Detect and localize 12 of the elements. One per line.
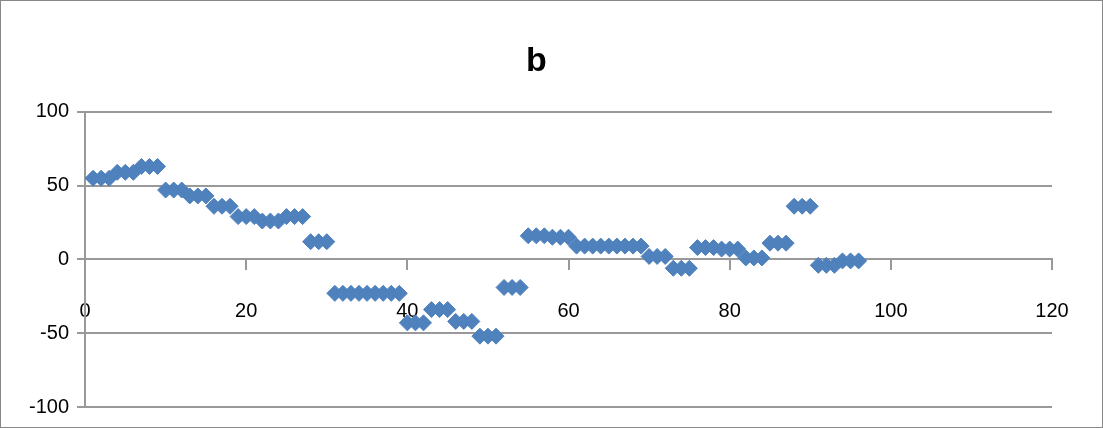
y-tick-label: 100 — [35, 99, 70, 122]
x-tick-label: 20 — [235, 298, 258, 321]
y-tick-label: 50 — [46, 173, 70, 196]
x-tick-label: 80 — [718, 298, 741, 321]
y-tick-label: -100 — [29, 394, 70, 417]
x-tick-label: 120 — [1035, 298, 1069, 321]
x-tick-label: 40 — [396, 298, 419, 321]
x-tick-label: 100 — [874, 298, 908, 321]
chart-title: b — [526, 39, 547, 78]
y-tick-label: 0 — [57, 246, 70, 269]
x-tick-label: 60 — [557, 298, 580, 321]
y-tick-label: -50 — [40, 320, 70, 343]
